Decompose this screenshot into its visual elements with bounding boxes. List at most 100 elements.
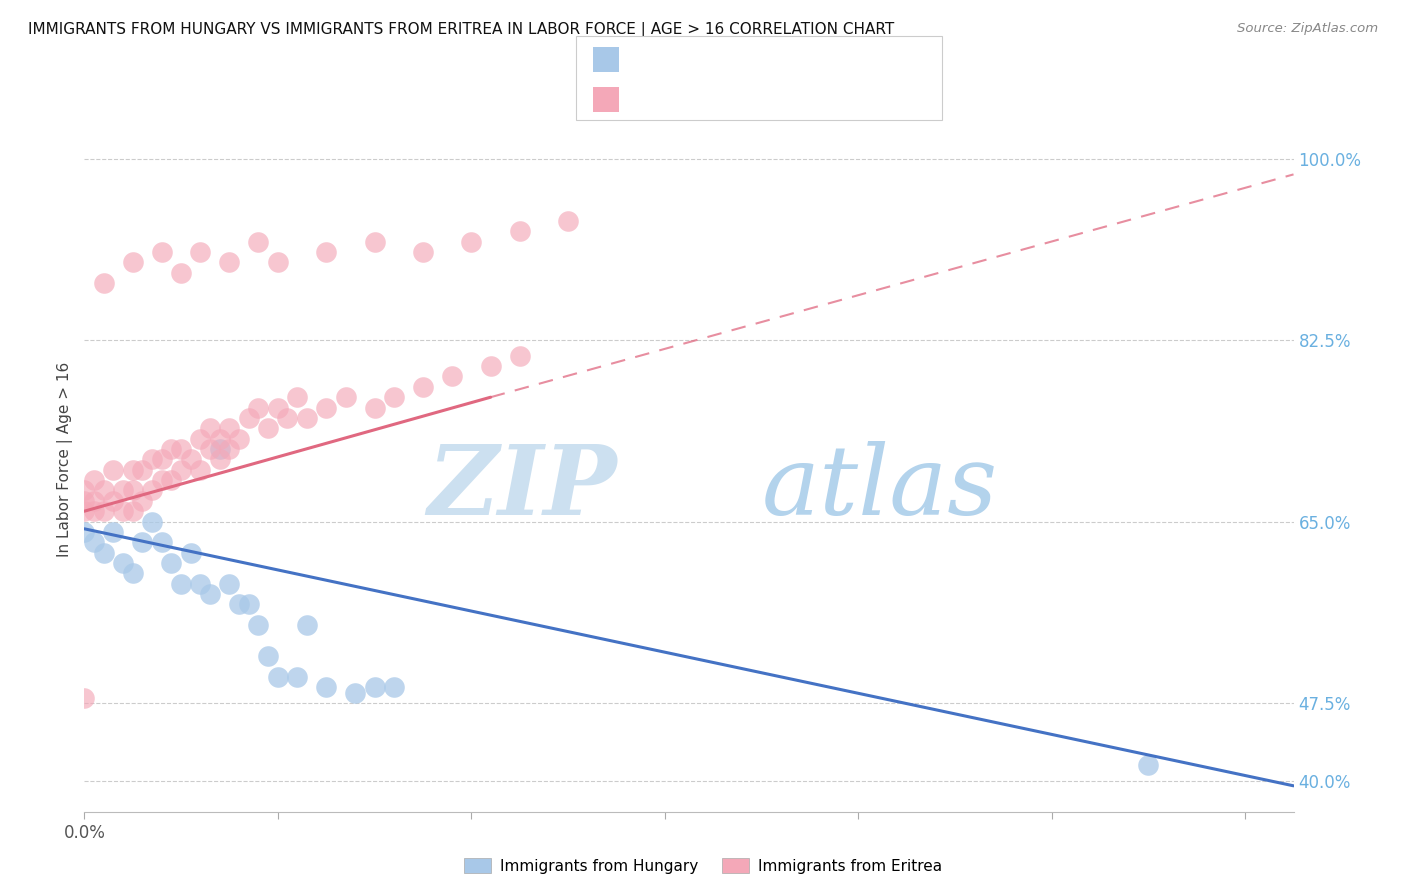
Point xyxy=(83,493,105,508)
Point xyxy=(150,452,173,467)
Point xyxy=(218,576,240,591)
Point xyxy=(335,390,357,404)
Point xyxy=(73,524,96,539)
Point xyxy=(121,255,143,269)
Text: 28: 28 xyxy=(837,51,859,70)
Point xyxy=(170,576,193,591)
Point xyxy=(198,442,221,456)
Point xyxy=(141,515,163,529)
Text: 0.157: 0.157 xyxy=(689,90,741,108)
Point xyxy=(218,442,240,456)
Text: R =: R = xyxy=(636,90,669,108)
Point xyxy=(73,483,96,498)
Point xyxy=(150,535,173,549)
Point xyxy=(247,401,270,415)
Point xyxy=(121,504,143,518)
Point xyxy=(295,411,318,425)
Y-axis label: In Labor Force | Age > 16: In Labor Force | Age > 16 xyxy=(58,362,73,557)
Text: 65: 65 xyxy=(837,90,859,108)
Point xyxy=(208,432,231,446)
Point xyxy=(363,401,385,415)
Point xyxy=(180,546,202,560)
Point xyxy=(160,442,183,456)
Point xyxy=(93,546,115,560)
Point xyxy=(160,473,183,487)
Point xyxy=(363,681,385,695)
Point xyxy=(509,349,531,363)
Point xyxy=(285,390,308,404)
Point xyxy=(93,277,115,291)
Point xyxy=(170,266,193,280)
Text: N =: N = xyxy=(783,51,817,70)
Point xyxy=(218,421,240,435)
Point xyxy=(93,483,115,498)
Point xyxy=(198,587,221,601)
Point xyxy=(285,670,308,684)
Point xyxy=(382,681,405,695)
Point xyxy=(479,359,502,373)
Point xyxy=(315,401,337,415)
Point xyxy=(73,504,96,518)
Point xyxy=(238,411,260,425)
Text: -0.517: -0.517 xyxy=(689,51,747,70)
Point xyxy=(247,235,270,249)
Point xyxy=(103,463,125,477)
Point xyxy=(440,369,463,384)
Point xyxy=(131,535,153,549)
Text: IMMIGRANTS FROM HUNGARY VS IMMIGRANTS FROM ERITREA IN LABOR FORCE | AGE > 16 COR: IMMIGRANTS FROM HUNGARY VS IMMIGRANTS FR… xyxy=(28,22,894,38)
Point xyxy=(412,245,434,260)
Point xyxy=(112,504,135,518)
Point xyxy=(83,504,105,518)
Point xyxy=(257,421,280,435)
Point xyxy=(557,214,579,228)
Point xyxy=(93,504,115,518)
Text: atlas: atlas xyxy=(762,441,998,534)
Point xyxy=(112,556,135,570)
Point xyxy=(344,685,367,699)
Point xyxy=(460,235,482,249)
Point xyxy=(131,463,153,477)
Point xyxy=(160,556,183,570)
Point xyxy=(228,432,250,446)
Point xyxy=(73,690,96,705)
Point xyxy=(363,235,385,249)
Point xyxy=(208,442,231,456)
Point xyxy=(180,452,202,467)
Point xyxy=(257,649,280,664)
Point xyxy=(238,598,260,612)
Point xyxy=(267,255,290,269)
Point xyxy=(121,483,143,498)
Point xyxy=(267,401,290,415)
Point xyxy=(131,493,153,508)
Point xyxy=(382,390,405,404)
Point xyxy=(295,618,318,632)
Point xyxy=(170,463,193,477)
Point xyxy=(509,224,531,238)
Point xyxy=(141,452,163,467)
Point xyxy=(112,483,135,498)
Point xyxy=(190,576,212,591)
Point xyxy=(198,421,221,435)
Point xyxy=(218,255,240,269)
Point xyxy=(1137,758,1160,772)
Point xyxy=(103,493,125,508)
Point xyxy=(121,463,143,477)
Point xyxy=(190,245,212,260)
Text: ZIP: ZIP xyxy=(427,441,616,534)
Point xyxy=(228,598,250,612)
Point xyxy=(83,473,105,487)
Point xyxy=(150,473,173,487)
Text: N =: N = xyxy=(783,90,817,108)
Legend: Immigrants from Hungary, Immigrants from Eritrea: Immigrants from Hungary, Immigrants from… xyxy=(457,852,949,880)
Point xyxy=(208,452,231,467)
Point xyxy=(150,245,173,260)
Point xyxy=(315,245,337,260)
Point xyxy=(412,380,434,394)
Point xyxy=(73,493,96,508)
Text: Source: ZipAtlas.com: Source: ZipAtlas.com xyxy=(1237,22,1378,36)
Point xyxy=(247,618,270,632)
Point xyxy=(103,524,125,539)
Point xyxy=(190,432,212,446)
Point xyxy=(83,535,105,549)
Point xyxy=(141,483,163,498)
